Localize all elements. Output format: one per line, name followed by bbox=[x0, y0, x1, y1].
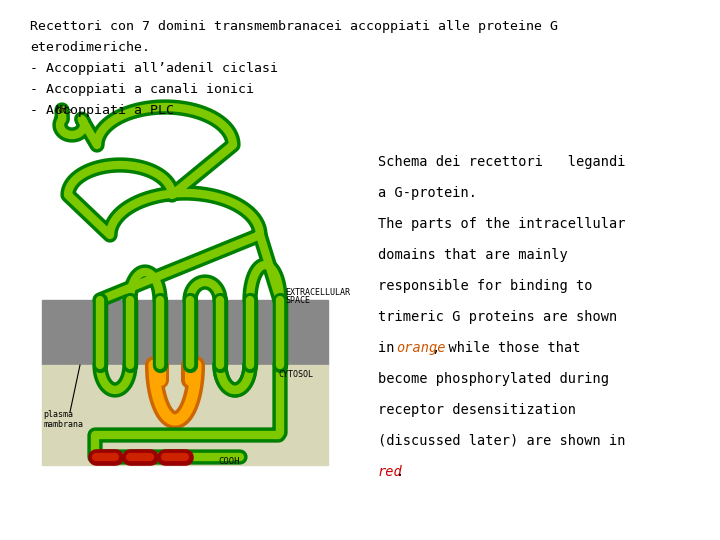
Bar bbox=[42, 365, 328, 465]
Text: SPACE: SPACE bbox=[285, 296, 310, 305]
Text: NH₂: NH₂ bbox=[55, 105, 73, 115]
Text: CYTOSOL: CYTOSOL bbox=[278, 370, 313, 379]
Text: plasma: plasma bbox=[43, 410, 73, 419]
Text: become phosphorylated during: become phosphorylated during bbox=[378, 372, 609, 386]
Text: - Accoppiati a canali ionici: - Accoppiati a canali ionici bbox=[30, 83, 254, 96]
Text: orange: orange bbox=[396, 341, 446, 355]
Text: (discussed later) are shown in: (discussed later) are shown in bbox=[378, 434, 626, 448]
Text: Schema dei recettori   legandi: Schema dei recettori legandi bbox=[378, 155, 626, 169]
Text: - Accoppiati a PLC: - Accoppiati a PLC bbox=[30, 104, 174, 117]
Text: eterodimeriche.: eterodimeriche. bbox=[30, 41, 150, 54]
Text: COOH: COOH bbox=[218, 457, 240, 466]
Text: a G-protein.: a G-protein. bbox=[378, 186, 477, 200]
Text: , while those that: , while those that bbox=[432, 341, 580, 355]
Text: receptor desensitization: receptor desensitization bbox=[378, 403, 576, 417]
Text: red: red bbox=[378, 465, 402, 479]
Text: Recettori con 7 domini transmembranacei accoppiati alle proteine G: Recettori con 7 domini transmembranacei … bbox=[30, 20, 558, 33]
Text: responsible for binding to: responsible for binding to bbox=[378, 279, 593, 293]
Text: in: in bbox=[378, 341, 402, 355]
Text: domains that are mainly: domains that are mainly bbox=[378, 248, 568, 262]
Text: EXTRACELLULAR: EXTRACELLULAR bbox=[285, 288, 350, 297]
Text: .: . bbox=[396, 465, 404, 479]
Text: mambrana: mambrana bbox=[43, 420, 83, 429]
Text: - Accoppiati all’adenil ciclasi: - Accoppiati all’adenil ciclasi bbox=[30, 62, 278, 75]
Bar bbox=[42, 300, 328, 365]
Text: trimeric G proteins are shown: trimeric G proteins are shown bbox=[378, 310, 617, 324]
Text: The parts of the intracellular: The parts of the intracellular bbox=[378, 217, 626, 231]
